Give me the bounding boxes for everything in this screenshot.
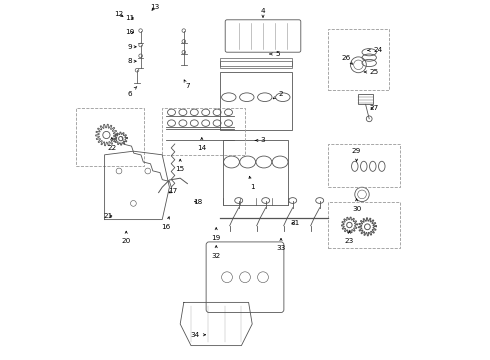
Bar [220, 72, 292, 130]
Text: 26: 26 [341, 55, 352, 64]
Bar [328, 202, 400, 248]
Text: 22: 22 [107, 138, 117, 150]
Bar [328, 144, 400, 187]
Text: 33: 33 [276, 238, 286, 251]
Text: 25: 25 [364, 69, 379, 75]
Text: 17: 17 [169, 188, 178, 194]
Text: 34: 34 [190, 332, 205, 338]
Text: 7: 7 [184, 80, 190, 89]
Bar [220, 61, 292, 68]
Text: 23: 23 [345, 231, 354, 244]
Text: 32: 32 [212, 246, 221, 258]
Bar [76, 108, 144, 166]
Text: 31: 31 [291, 220, 300, 226]
Text: 14: 14 [197, 138, 206, 150]
Bar [162, 108, 245, 155]
Bar [358, 94, 373, 104]
Text: 3: 3 [255, 138, 265, 143]
Text: 9: 9 [127, 44, 136, 50]
Bar [223, 140, 288, 205]
Text: 5: 5 [270, 51, 280, 57]
Text: 20: 20 [122, 231, 131, 244]
Text: 27: 27 [370, 105, 379, 111]
Bar [220, 58, 292, 66]
Text: 13: 13 [150, 4, 160, 10]
Text: 10: 10 [125, 30, 134, 35]
Text: 18: 18 [194, 199, 203, 204]
Text: 1: 1 [249, 176, 254, 190]
Text: 21: 21 [103, 213, 113, 219]
Text: 29: 29 [352, 148, 361, 161]
Text: 12: 12 [114, 12, 123, 17]
Text: 19: 19 [212, 228, 221, 240]
Text: 11: 11 [125, 15, 134, 21]
Text: 2: 2 [273, 91, 283, 99]
Text: 8: 8 [127, 58, 136, 64]
Bar [328, 29, 389, 90]
Text: 4: 4 [261, 8, 265, 17]
Text: 6: 6 [127, 86, 137, 96]
Text: 16: 16 [161, 217, 171, 230]
Text: 24: 24 [368, 48, 383, 53]
Text: 15: 15 [175, 159, 185, 172]
Text: 30: 30 [352, 199, 361, 212]
